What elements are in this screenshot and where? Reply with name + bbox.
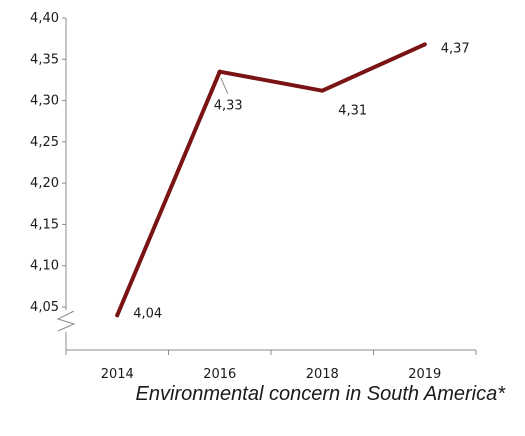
axis-break-icon [56, 310, 76, 332]
data-labels: 4,04 4,33 4,31 4,37 [133, 41, 469, 321]
x-tick-label: 2016 [203, 367, 236, 382]
x-tick-label: 2019 [408, 367, 441, 382]
y-tick-label: 4,15 [30, 217, 59, 232]
y-tick-label: 4,05 [30, 300, 59, 315]
y-tick-label: 4,35 [30, 52, 59, 67]
y-tick-label: 4,25 [30, 135, 59, 150]
series-line [115, 42, 427, 318]
label-leader-line [220, 77, 229, 94]
y-axis: 4,05 4,10 4,15 4,20 4,25 4,30 4,35 4,40 [30, 11, 76, 350]
y-tick-label: 4,10 [30, 259, 59, 274]
data-point [115, 313, 120, 318]
series-environmental-concern [115, 42, 427, 318]
data-label: 4,04 [133, 306, 162, 321]
data-label: 4,31 [338, 104, 367, 119]
x-axis: 2014 2016 2018 2019 [65, 349, 477, 382]
y-tick-label: 4,30 [30, 94, 59, 109]
y-tick-label: 4,20 [30, 176, 59, 191]
data-point [320, 88, 325, 93]
data-point [422, 42, 427, 47]
x-tick-label: 2014 [101, 367, 134, 382]
chart-caption: Environmental concern in South America* [135, 383, 505, 405]
data-label: 4,37 [441, 41, 470, 56]
data-point [217, 69, 222, 74]
y-tick-label: 4,40 [30, 11, 59, 26]
x-tick-label: 2018 [306, 367, 339, 382]
data-label: 4,33 [214, 99, 243, 114]
